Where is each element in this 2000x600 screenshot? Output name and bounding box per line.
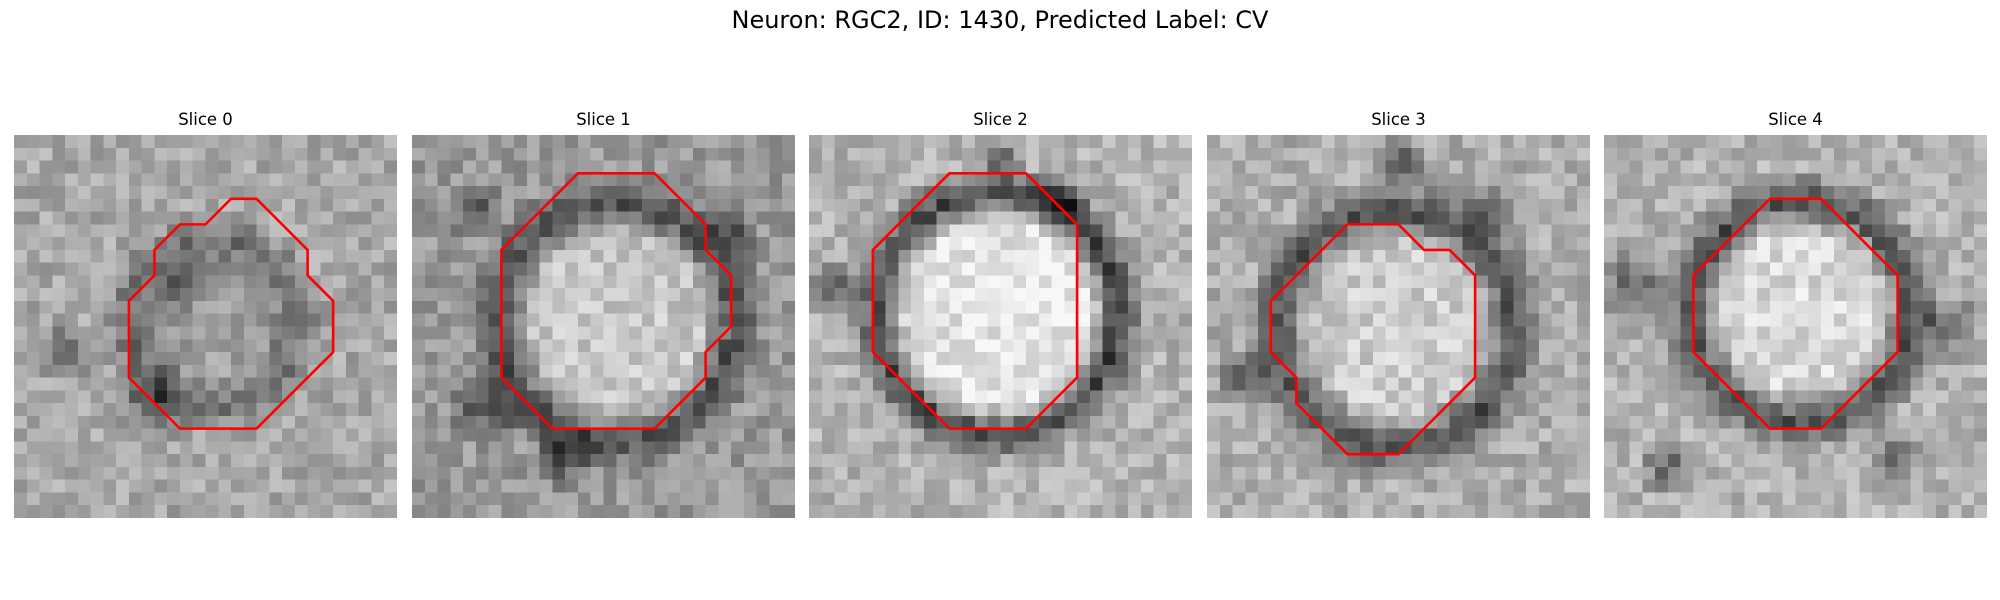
figure-title: Neuron: RGC2, ID: 1430, Predicted Label:… <box>731 6 1269 34</box>
slice-image <box>809 135 1192 518</box>
segmentation-contour <box>129 199 333 429</box>
slice-image <box>14 135 397 518</box>
slice-panel-3: Slice 3 <box>1207 110 1590 518</box>
panel-title: Slice 1 <box>576 110 631 129</box>
slice-panel-1: Slice 1 <box>412 110 795 518</box>
slice-panel-2: Slice 2 <box>809 110 1192 518</box>
slice-image <box>1207 135 1590 518</box>
panel-title: Slice 4 <box>1768 110 1823 129</box>
slice-panel-4: Slice 4 <box>1604 110 1987 518</box>
segmentation-contour <box>873 173 1077 428</box>
segmentation-contour <box>1271 224 1475 454</box>
segmentation-contour <box>1693 199 1897 429</box>
slice-image <box>412 135 795 518</box>
slice-panel-0: Slice 0 <box>14 110 397 518</box>
panel-title: Slice 3 <box>1371 110 1426 129</box>
panel-title: Slice 2 <box>973 110 1028 129</box>
slice-image <box>1604 135 1987 518</box>
segmentation-contour <box>501 173 731 428</box>
panel-title: Slice 0 <box>178 110 233 129</box>
